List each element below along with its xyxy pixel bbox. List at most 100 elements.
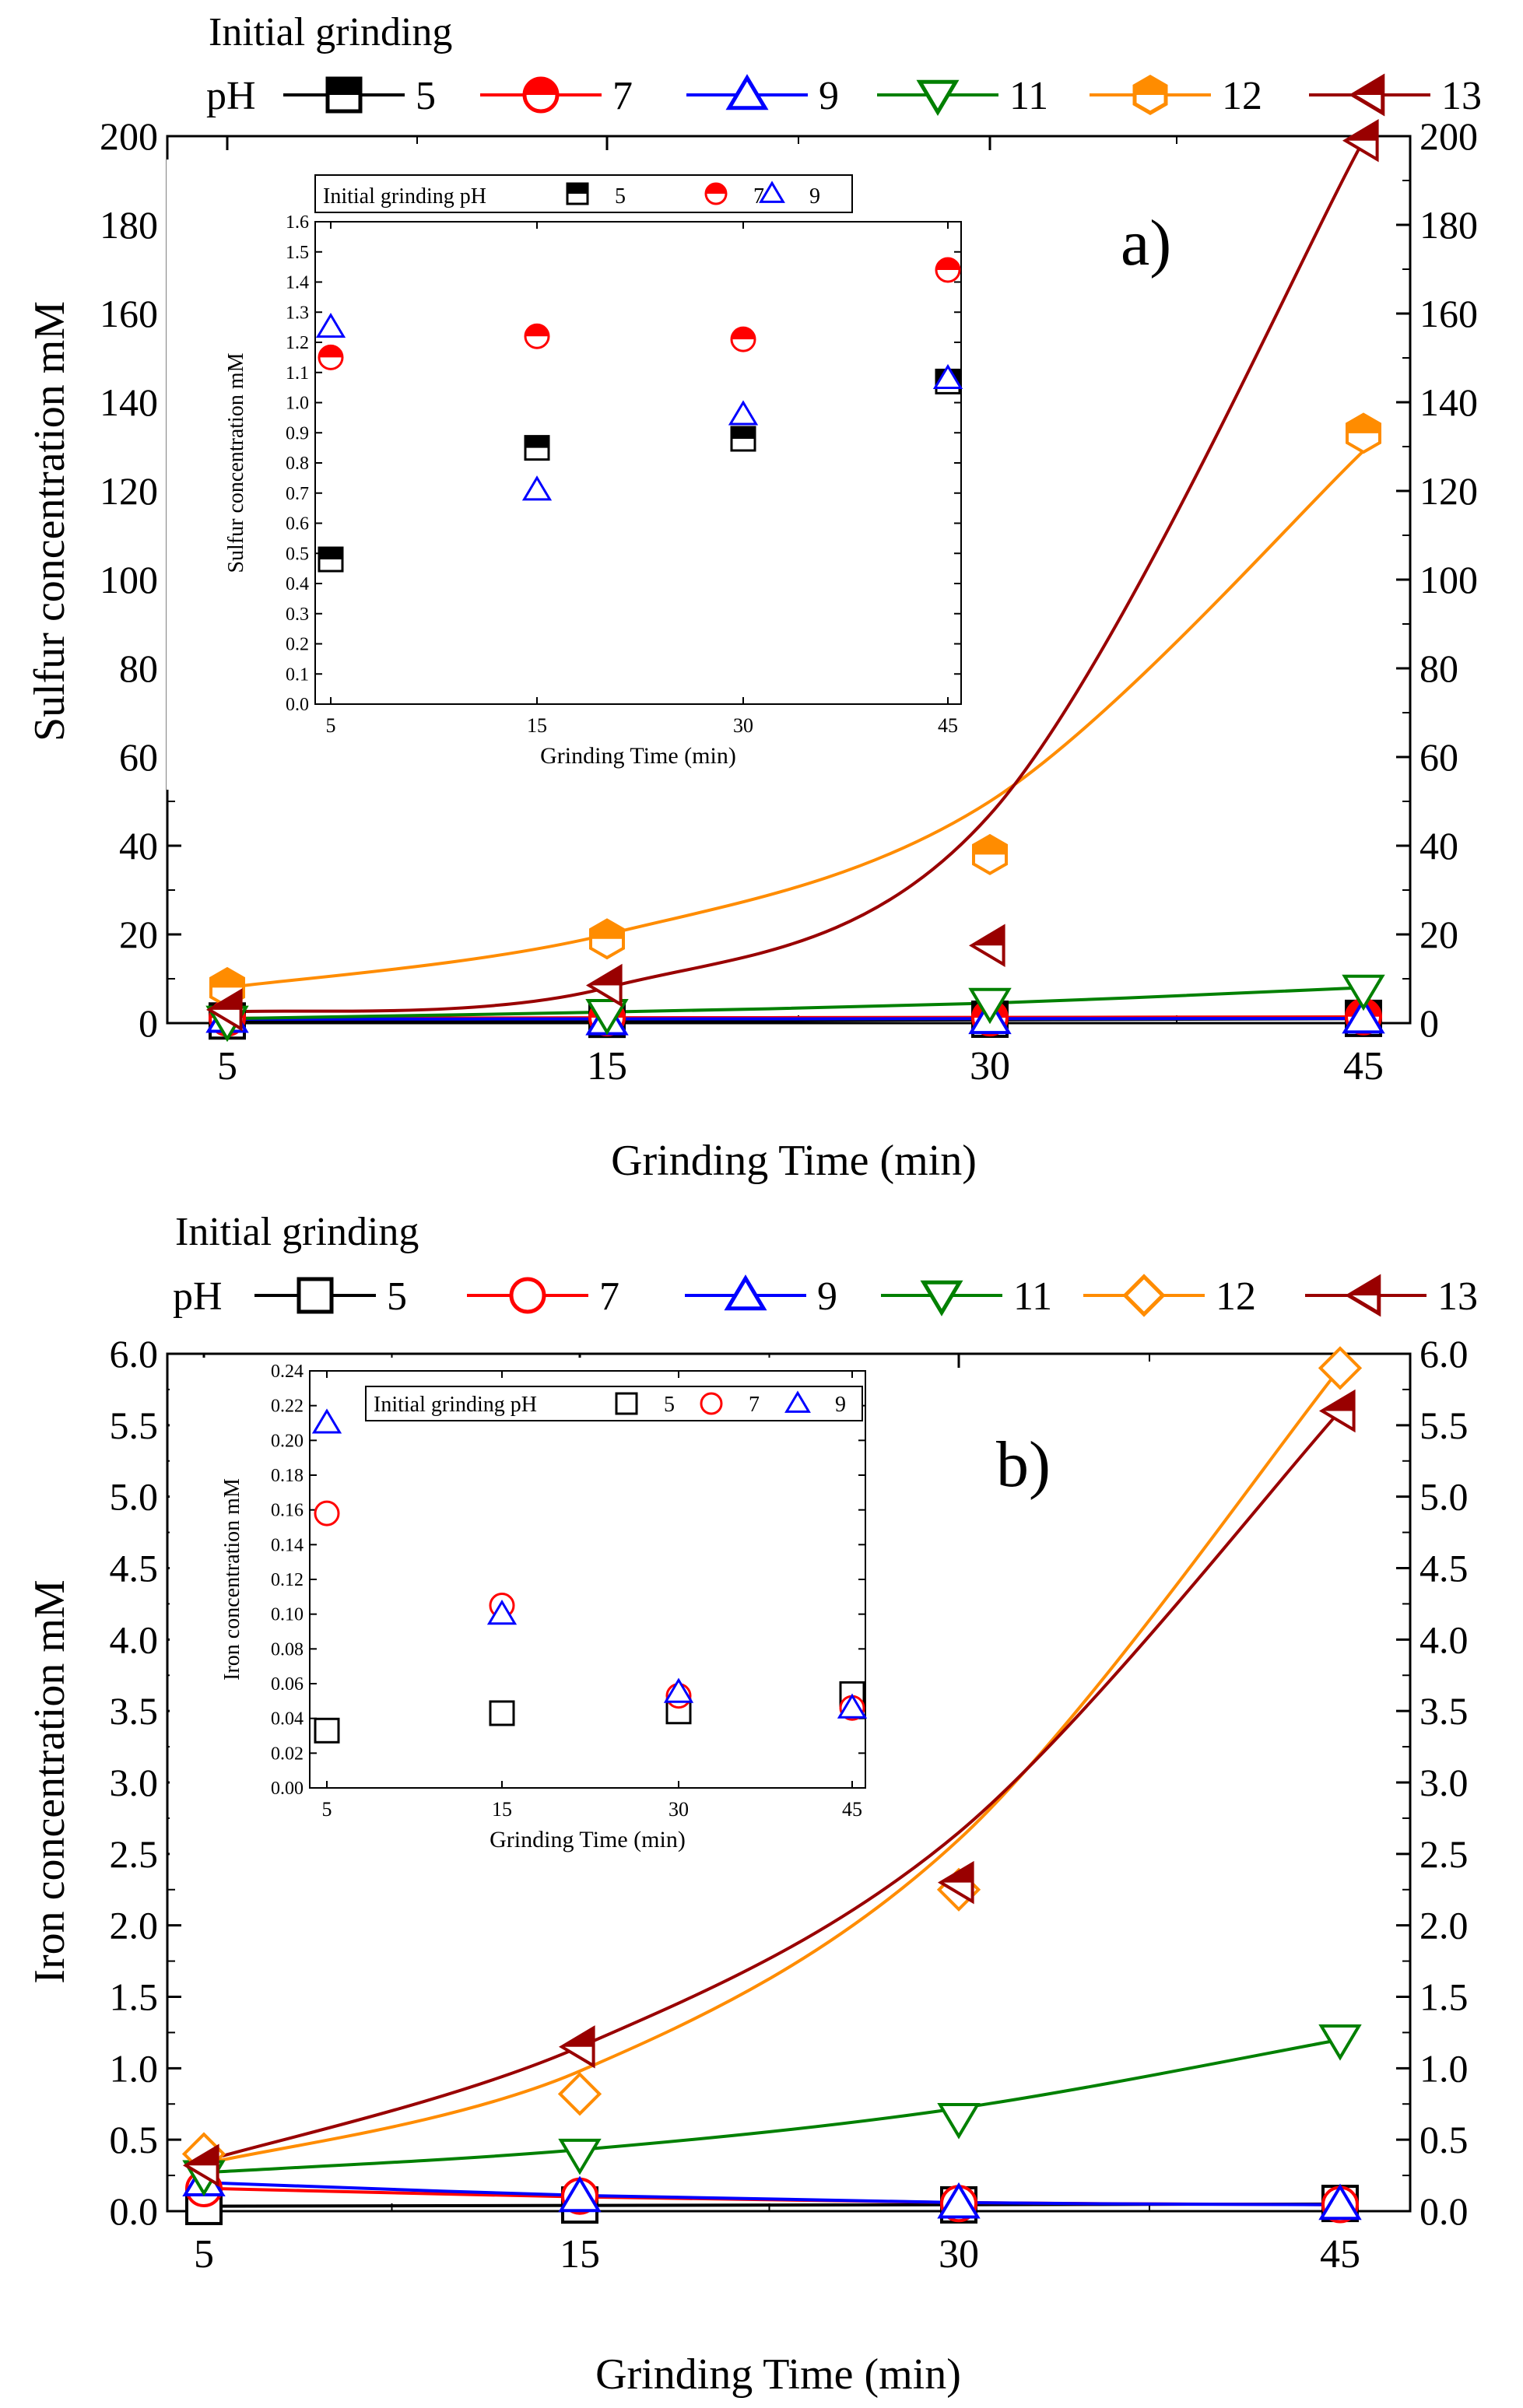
marker-body: [1318, 2024, 1362, 2061]
inset-data-point-ph-5: [489, 1700, 515, 1726]
marker-fill: [319, 345, 342, 358]
inset-legend-label-ph-5: 5: [615, 184, 626, 209]
y-tick-label: 120: [100, 469, 158, 513]
inset-data-point-ph-9: [311, 1408, 342, 1434]
legend-marker-ph-11: [916, 79, 960, 116]
legend-marker-ph-9: [725, 74, 769, 110]
marker-fill: [319, 548, 342, 559]
inset-x-tick-label: 15: [527, 714, 547, 737]
y-tick-label-right: 20: [1419, 913, 1458, 956]
y-tick-label: 100: [100, 558, 158, 601]
y-tick-label-right: 1.5: [1419, 1975, 1469, 2019]
y-tick-label-right: 4.0: [1419, 1618, 1469, 1661]
marker-fill: [732, 427, 755, 439]
panel-b-x-axis-label: Grinding Time (min): [595, 2350, 961, 2399]
marker-body: [509, 1277, 546, 1314]
fit-curve-ph-13: [226, 139, 1365, 1014]
marker-fill: [974, 836, 1006, 855]
inset-y-tick-label: 0.08: [271, 1639, 304, 1660]
y-tick-label: 0.5: [110, 2118, 159, 2161]
inset-x-tick-label: 45: [938, 714, 958, 737]
data-point-ph-11: [937, 2103, 981, 2140]
data-point-ph-9: [937, 2182, 981, 2219]
data-point-ph-13: [968, 924, 1005, 968]
marker-fill: [588, 966, 621, 986]
y-tick-label: 6.0: [110, 1332, 159, 1376]
data-point-ph-12: [557, 2072, 602, 2116]
marker-fill: [1353, 76, 1383, 95]
inset-data-point-ph-9: [315, 312, 346, 338]
inset-y-tick-label: 0.0: [286, 695, 309, 715]
legend-marker-ph-5: [297, 1277, 334, 1314]
marker-fill: [561, 2028, 594, 2047]
data-point-ph-9: [1318, 2183, 1362, 2220]
x-tick-label: 45: [1320, 2232, 1360, 2277]
marker-fill: [732, 328, 755, 340]
y-tick-label-right: 1.0: [1419, 2046, 1469, 2090]
y-tick-label-right: 0.0: [1419, 2189, 1469, 2233]
legend-label-ph-12: 12: [1222, 74, 1262, 118]
inset-data-point-ph-9: [932, 363, 963, 389]
legend-marker-ph-12: [1122, 1274, 1166, 1317]
y-tick-label: 60: [119, 735, 158, 779]
inset-y-tick-label: 1.1: [286, 363, 309, 384]
panel-a-legend-title: Initial grinding: [209, 10, 452, 54]
marker-fill: [525, 79, 557, 95]
y-tick-label-right: 2.0: [1419, 1904, 1469, 1947]
y-tick-label: 160: [100, 292, 158, 335]
legend-marker-ph-7: [522, 76, 560, 114]
inset-y-tick-label: 0.02: [271, 1744, 304, 1764]
inset-x-axis-label: Grinding Time (min): [490, 1827, 686, 1852]
inset-y-tick-label: 0.00: [271, 1779, 304, 1799]
marker-body: [615, 1392, 638, 1415]
data-point-ph-11: [968, 987, 1012, 1025]
inset-y-tick-label: 0.22: [271, 1397, 304, 1417]
inset-y-tick-label: 0.06: [271, 1674, 304, 1695]
data-point-ph-11: [1318, 2024, 1362, 2061]
x-tick-label: 5: [194, 2232, 214, 2277]
x-tick-label: 15: [560, 2232, 600, 2277]
marker-body: [558, 2138, 602, 2175]
fit-curve-ph-9: [203, 2181, 1341, 2206]
x-tick-label: 30: [939, 2232, 979, 2277]
inset-y-axis-label: Iron concentration mM: [220, 1478, 244, 1681]
inset-x-tick-label: 5: [322, 1798, 332, 1821]
legend-label-ph-5: 5: [387, 1274, 407, 1319]
inset-legend-label-ph-9: 9: [809, 184, 820, 209]
marker-fill: [328, 79, 360, 95]
inset-y-tick-label: 0.1: [286, 664, 309, 685]
marker-fill: [591, 920, 623, 939]
inset-legend-label-ph-7: 7: [753, 184, 764, 209]
y-tick-label-right: 140: [1419, 380, 1478, 424]
legend-marker-ph-9: [724, 1274, 767, 1311]
inset-y-tick-label: 0.24: [271, 1362, 304, 1382]
marker-fill: [706, 184, 726, 194]
marker-body: [1342, 997, 1385, 1034]
y-tick-label-right: 60: [1419, 735, 1458, 779]
data-point-ph-11: [585, 999, 629, 1036]
legend-label-ph-7: 7: [612, 74, 633, 118]
inset-y-tick-label: 1.4: [286, 273, 309, 293]
marker-fill: [525, 324, 549, 337]
y-tick-label: 5.0: [110, 1475, 159, 1519]
panel-a-x-axis-label: Grinding Time (min): [611, 1137, 977, 1185]
inset-x-tick-label: 30: [669, 1798, 689, 1821]
marker-fill: [209, 990, 241, 1010]
fit-curve-ph-7: [203, 2186, 1341, 2206]
inset-data-point-ph-7: [318, 344, 344, 370]
panel-a-legend-prefix: pH: [206, 74, 256, 118]
y-tick-label-right: 5.0: [1419, 1475, 1469, 1519]
legend-label-ph-13: 13: [1441, 74, 1482, 118]
inset-frame: [309, 1370, 866, 1789]
y-tick-label: 20: [119, 913, 158, 956]
inset-legend-marker-ph-9: [784, 1390, 811, 1413]
inset-data-point-ph-9: [521, 475, 553, 501]
legend-label-ph-11: 11: [1009, 74, 1048, 118]
inset-legend-label-ph-9: 9: [835, 1393, 846, 1417]
marker-fill: [1345, 121, 1377, 141]
inset-legend-title: Initial grinding pH: [374, 1393, 537, 1417]
inset-y-tick-label: 0.3: [286, 605, 309, 625]
inset-y-tick-label: 0.4: [286, 574, 309, 594]
marker-body: [1318, 1346, 1363, 1390]
legend-marker-ph-13: [1349, 73, 1385, 117]
